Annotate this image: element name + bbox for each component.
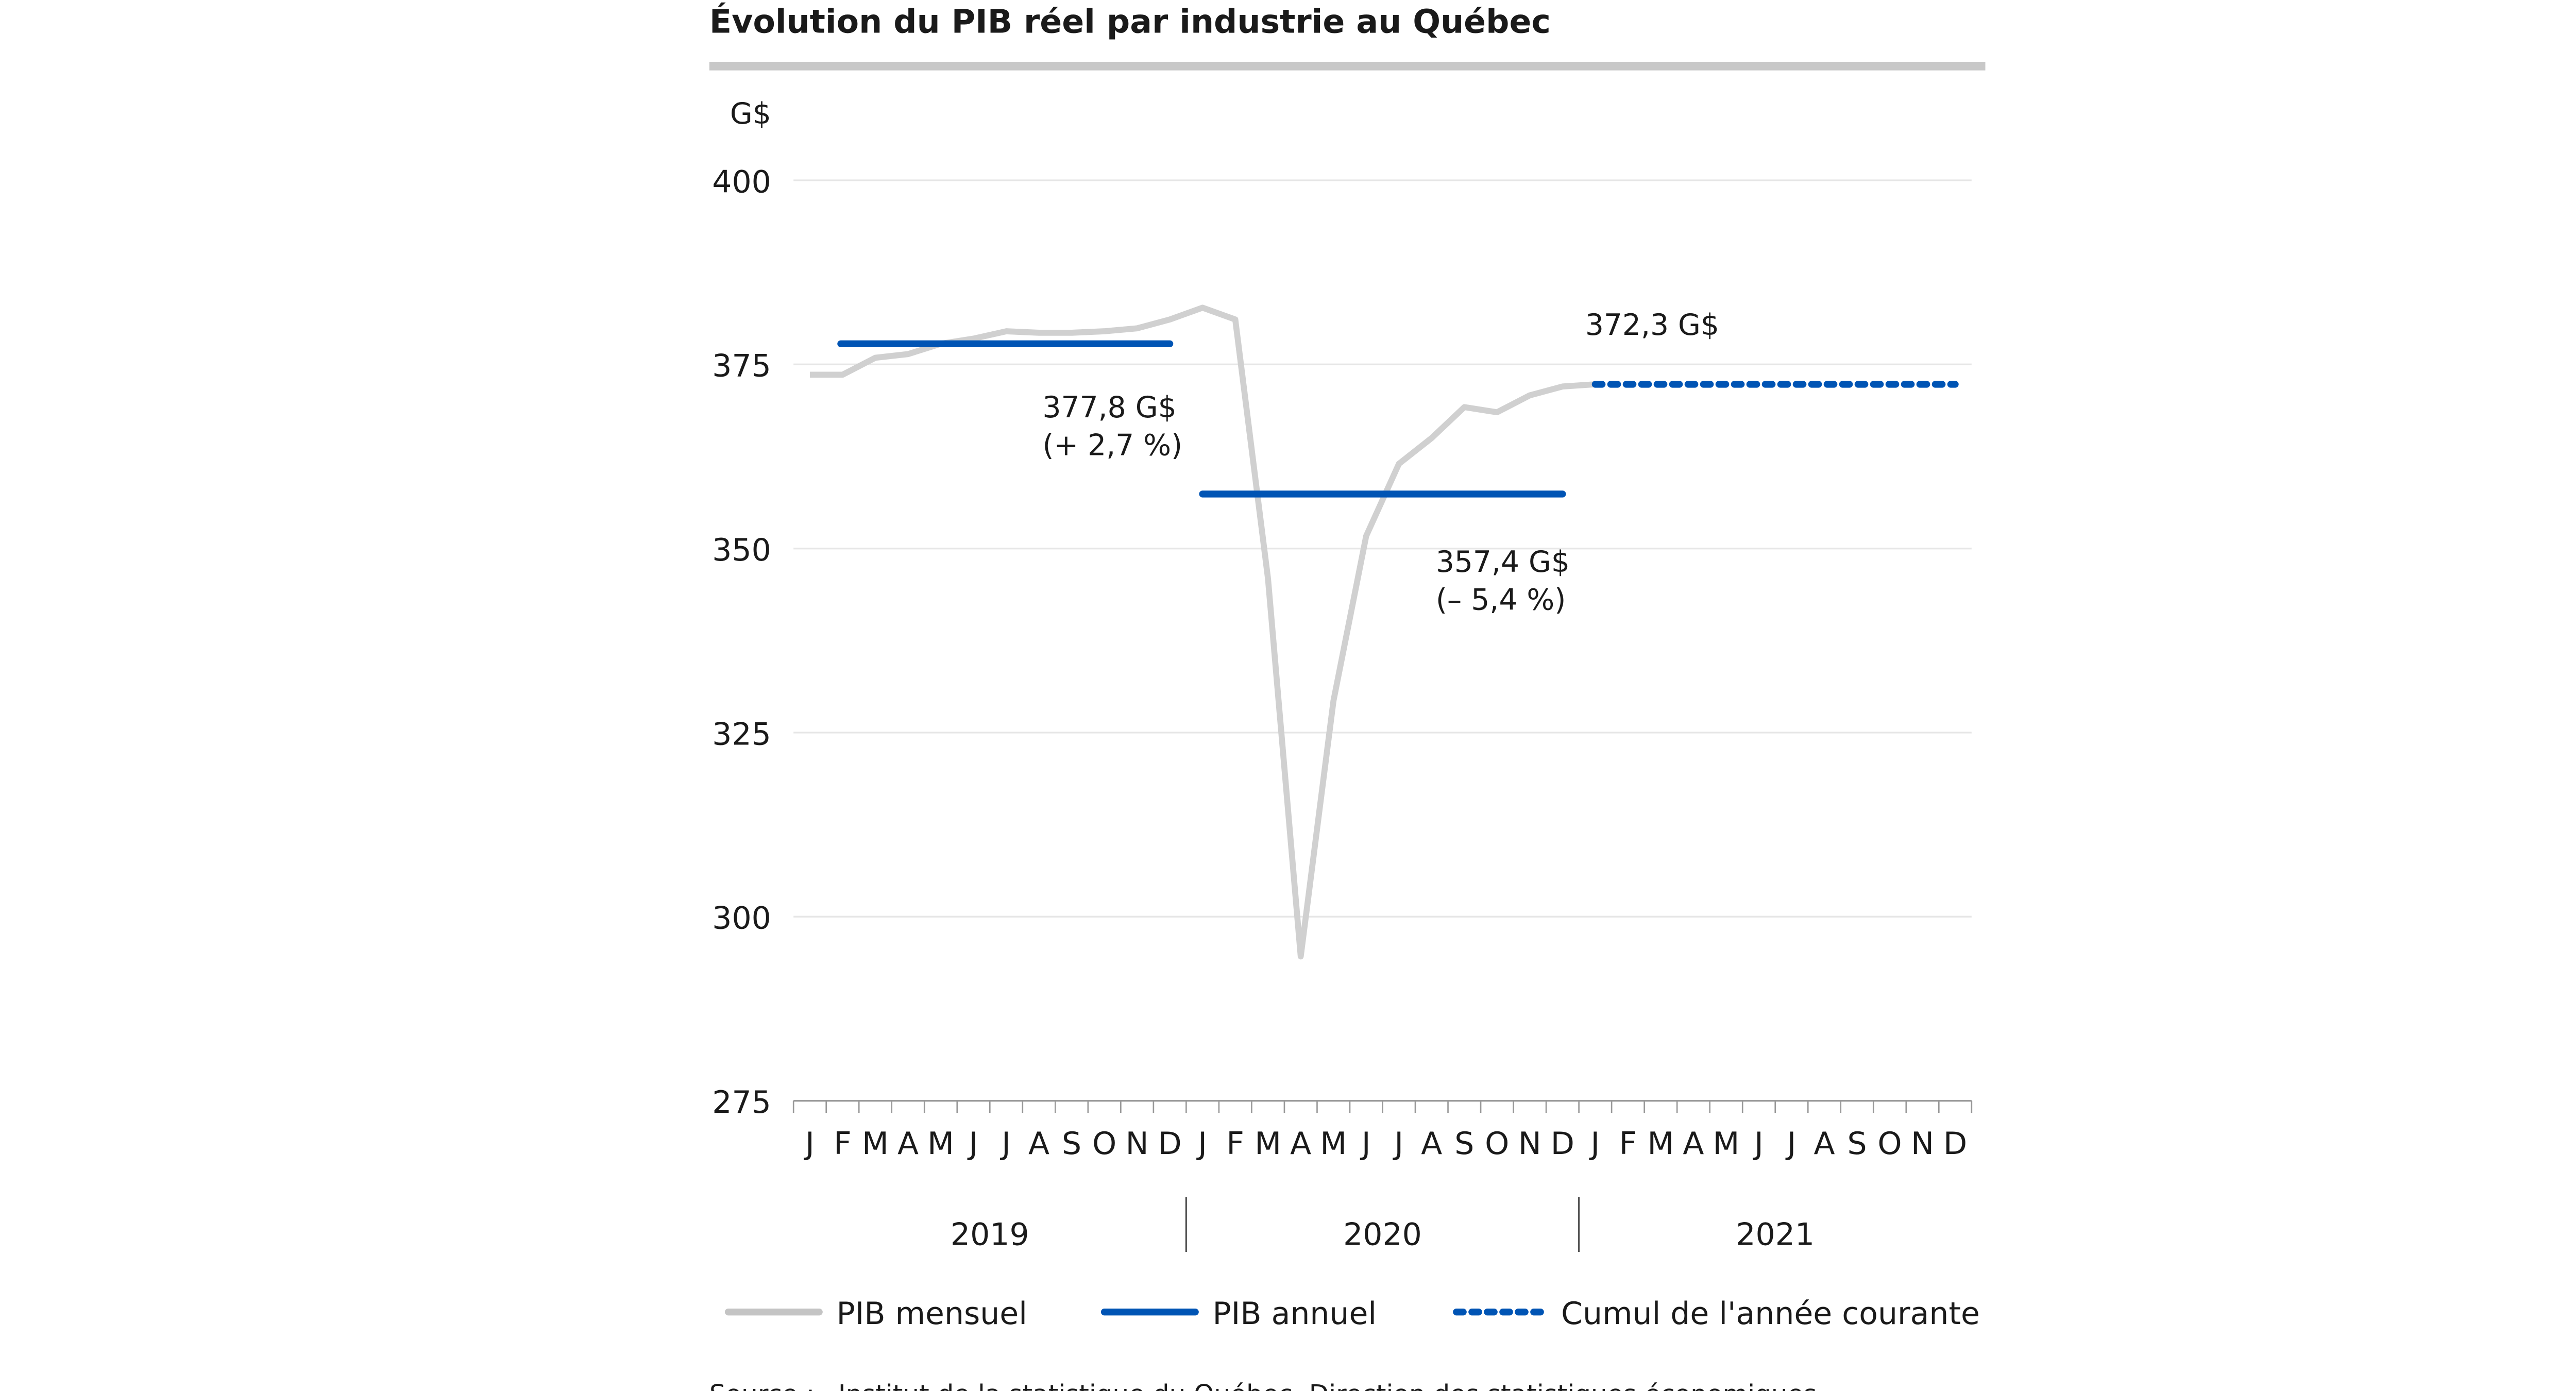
chart-title: Évolution du PIB réel par industrie au Q… (709, 2, 1551, 40)
x-tick-label-month: A (1028, 1126, 1049, 1162)
x-tick-label-month: M (862, 1126, 889, 1162)
x-tick-label-month: N (1126, 1126, 1149, 1162)
x-tick-label-month: O (1092, 1126, 1116, 1162)
x-tick-label-month: J (1752, 1126, 1764, 1162)
legend: PIB mensuel PIB annuel Cumul de l'année … (724, 1296, 1980, 1332)
x-year-label: 2021 (1736, 1217, 1815, 1253)
x-tick-label-month: S (1062, 1126, 1081, 1162)
data-label: 377,8 G$ (1043, 391, 1177, 425)
legend-label-cumul: Cumul de l'année courante (1561, 1296, 1980, 1332)
data-label: 357,4 G$ (1436, 545, 1570, 579)
y-axis-label: G$ (730, 97, 771, 131)
x-tick-label-month: O (1877, 1126, 1902, 1162)
source-text: Institut de la statistique du Québec, Di… (838, 1379, 1825, 1391)
x-tick-label-month: J (1196, 1126, 1207, 1162)
y-tick-label: 325 (712, 716, 771, 752)
x-tick-label-month: S (1847, 1126, 1867, 1162)
legend-label-pib-mensuel: PIB mensuel (837, 1296, 1027, 1332)
x-tick-label-month: D (1158, 1126, 1182, 1162)
x-tick-label-month: A (897, 1126, 919, 1162)
x-tick-label-month: J (1360, 1126, 1371, 1162)
x-tick-label-month: J (803, 1126, 815, 1162)
x-tick-label-month: M (1648, 1126, 1674, 1162)
y-tick-label: 350 (712, 532, 771, 568)
x-tick-label-month: O (1485, 1126, 1509, 1162)
x-tick-label-month: F (1619, 1126, 1637, 1162)
x-year-label: 2019 (951, 1217, 1029, 1253)
x-tick-label-month: D (1551, 1126, 1574, 1162)
x-tick-label-month: N (1518, 1126, 1541, 1162)
x-tick-label-month: D (1943, 1126, 1967, 1162)
x-tick-label-month: J (1392, 1126, 1403, 1162)
x-tick-label-month: M (927, 1126, 954, 1162)
title-rule (709, 62, 1986, 71)
y-tick-label: 400 (712, 164, 771, 200)
series-line-pib-mensuel (809, 304, 1596, 960)
y-tick-label: 300 (712, 901, 771, 937)
legend-label-pib-annuel: PIB annuel (1213, 1296, 1377, 1332)
x-tick-label-month: S (1454, 1126, 1474, 1162)
x-tick-label-month: F (834, 1126, 852, 1162)
x-tick-label-month: M (1255, 1126, 1281, 1162)
x-tick-label-month: A (1421, 1126, 1442, 1162)
x-tick-label-month: J (967, 1126, 978, 1162)
x-tick-label-month: M (1320, 1126, 1347, 1162)
x-tick-label-month: J (1589, 1126, 1600, 1162)
x-tick-label-month: M (1713, 1126, 1740, 1162)
x-tick-label-month: A (1814, 1126, 1835, 1162)
y-tick-label: 275 (712, 1084, 771, 1121)
y-tick-label: 375 (712, 348, 771, 384)
data-label: 372,3 G$ (1585, 308, 1719, 342)
x-tick-label-month: A (1290, 1126, 1311, 1162)
x-tick-label-month: J (1785, 1126, 1797, 1162)
x-tick-label-month: F (1226, 1126, 1244, 1162)
data-label-change: (– 5,4 %) (1436, 583, 1566, 617)
source-label: Source : (709, 1379, 815, 1391)
x-tick-label-month: J (999, 1126, 1011, 1162)
x-tick-label-month: N (1911, 1126, 1934, 1162)
x-tick-label-month: A (1683, 1126, 1704, 1162)
x-year-label: 2020 (1343, 1217, 1422, 1253)
data-label-change: (+ 2,7 %) (1043, 428, 1183, 462)
